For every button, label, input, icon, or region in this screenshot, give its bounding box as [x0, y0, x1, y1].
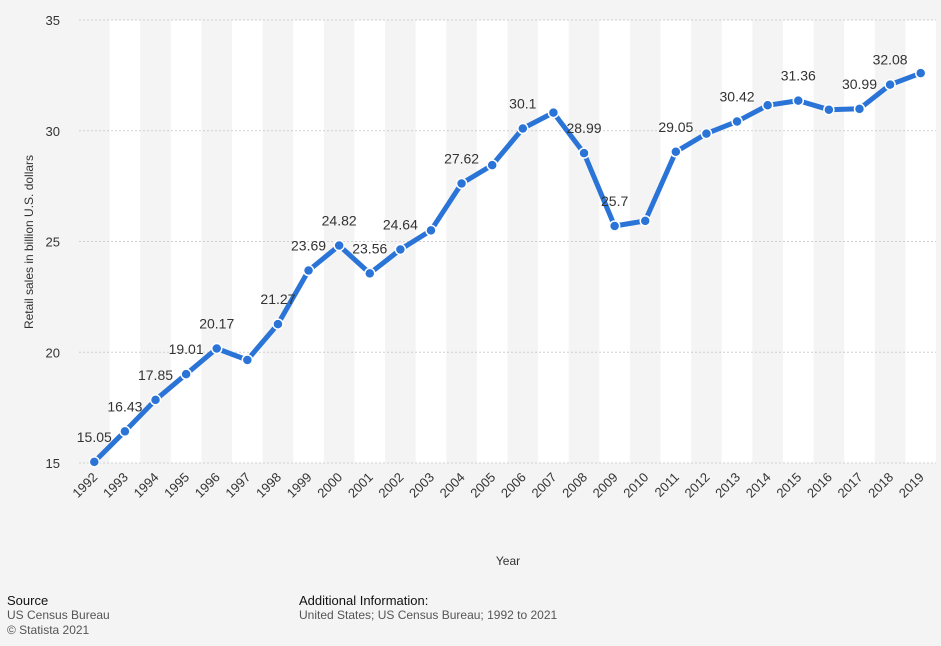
y-tick-label: 30 — [46, 124, 60, 139]
data-point — [241, 354, 254, 366]
x-tick-label: 2002 — [375, 470, 406, 501]
data-point — [700, 127, 713, 140]
data-point — [761, 99, 774, 112]
data-point — [364, 267, 376, 280]
data-point — [547, 106, 560, 119]
x-tick-label: 2013 — [712, 470, 743, 501]
data-label: 30.99 — [842, 76, 877, 92]
data-point — [884, 78, 896, 91]
x-tick-label: 1996 — [192, 470, 223, 501]
x-tick-label: 2014 — [743, 470, 774, 501]
data-point — [792, 94, 805, 107]
data-point — [670, 146, 682, 158]
data-point — [823, 103, 835, 116]
data-point — [425, 224, 437, 237]
y-tick-label: 20 — [46, 345, 60, 360]
data-point — [608, 220, 621, 232]
x-tick-label: 1997 — [222, 470, 253, 501]
data-label: 19.01 — [169, 341, 204, 357]
x-tick-label: 2017 — [835, 470, 866, 501]
x-tick-label: 2006 — [498, 470, 529, 501]
data-label: 23.56 — [352, 240, 387, 256]
data-label: 15.05 — [77, 429, 112, 445]
additional-info-text: United States; US Census Bureau; 1992 to… — [299, 608, 558, 622]
data-label: 17.85 — [138, 367, 173, 383]
data-point — [180, 368, 192, 380]
data-points — [88, 67, 927, 468]
x-tick-label: 2009 — [590, 470, 621, 501]
data-point — [394, 243, 407, 256]
x-tick-label: 2007 — [528, 470, 559, 501]
footer-additional-info: Additional Information: United States; U… — [299, 593, 557, 623]
data-point — [272, 318, 284, 330]
source-text[interactable]: US Census Bureau — [7, 608, 110, 622]
x-tick-label: 1998 — [253, 470, 284, 501]
data-label: 20.17 — [199, 315, 234, 331]
data-point — [119, 425, 131, 438]
data-labels: 15.05 16.43 17.85 19.01 20.17 21.27 23.69 24.82… — [77, 52, 908, 445]
data-point — [731, 115, 743, 128]
x-tick-label: 2012 — [682, 470, 713, 501]
y-axis: 15 20 25 30 35 — [46, 13, 60, 471]
x-tick-label: 2003 — [406, 470, 437, 501]
x-tick-label: 2008 — [559, 470, 590, 501]
source-heading: Source — [7, 593, 49, 608]
x-tick-label: 2016 — [804, 470, 835, 501]
x-tick-label: 2004 — [437, 470, 468, 501]
data-label: 23.69 — [291, 238, 326, 254]
data-label: 27.62 — [444, 150, 479, 166]
data-label: 29.05 — [658, 119, 693, 135]
x-tick-label: 2005 — [467, 470, 498, 501]
data-label: 31.36 — [781, 68, 816, 84]
additional-info-heading[interactable]: Additional Information: — [299, 593, 429, 608]
y-tick-label: 35 — [46, 13, 60, 28]
data-point — [639, 215, 651, 227]
data-label: 24.64 — [383, 216, 418, 232]
x-axis: 1992 1993 1994 1995 1996 1997 1998 1999 2000 2001… — [69, 470, 926, 501]
x-tick-label: 2011 — [652, 470, 682, 500]
data-label: 24.82 — [322, 212, 357, 228]
x-axis-title: Year — [496, 554, 520, 568]
data-point — [578, 147, 590, 159]
data-point — [333, 239, 345, 252]
x-tick-label: 1993 — [100, 470, 131, 501]
y-tick-label: 25 — [46, 235, 60, 250]
x-tick-label: 2010 — [620, 470, 651, 501]
x-tick-label: 1999 — [284, 470, 315, 501]
footer-source: Source US Census Bureau © Statista 2021 — [7, 593, 110, 638]
x-tick-label: 2018 — [865, 470, 896, 501]
data-label: 25.7 — [601, 193, 628, 209]
data-label: 30.42 — [720, 88, 755, 104]
x-tick-label: 2000 — [314, 470, 345, 501]
x-tick-label: 1994 — [131, 470, 162, 501]
gridlines — [79, 19, 936, 464]
x-tick-label: 1992 — [69, 470, 100, 501]
copyright-text: © Statista 2021 — [7, 623, 90, 637]
data-point — [302, 264, 315, 277]
x-tick-label: 2001 — [345, 470, 376, 501]
data-label: 21.27 — [260, 291, 295, 307]
data-label: 30.1 — [509, 96, 536, 112]
data-point — [88, 456, 101, 468]
series-line — [91, 70, 924, 465]
y-tick-label: 15 — [46, 456, 60, 471]
data-label: 32.08 — [873, 52, 908, 68]
x-tick-label: 2019 — [896, 470, 927, 501]
y-axis-title: Retail sales in billion U.S. dollars — [22, 155, 36, 329]
x-tick-label: 2015 — [773, 470, 804, 501]
data-label: 28.99 — [566, 120, 601, 136]
x-tick-label: 1995 — [161, 470, 192, 501]
data-point — [517, 122, 529, 135]
data-point — [149, 394, 162, 406]
data-point — [853, 103, 866, 115]
data-point — [455, 177, 468, 190]
data-point — [210, 342, 223, 355]
data-label: 16.43 — [107, 398, 142, 414]
data-point — [486, 159, 498, 171]
data-point — [914, 67, 927, 79]
